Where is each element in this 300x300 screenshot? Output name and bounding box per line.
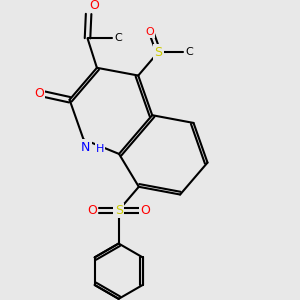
Text: O: O (34, 87, 44, 100)
Text: S: S (154, 46, 162, 59)
Text: O: O (87, 204, 97, 217)
Text: S: S (115, 204, 123, 217)
Text: O: O (89, 0, 99, 12)
Text: C: C (114, 33, 122, 43)
Text: N: N (81, 141, 90, 154)
Text: O: O (145, 27, 154, 37)
Text: C: C (185, 47, 193, 57)
Text: H: H (96, 144, 104, 154)
Text: O: O (140, 204, 150, 217)
